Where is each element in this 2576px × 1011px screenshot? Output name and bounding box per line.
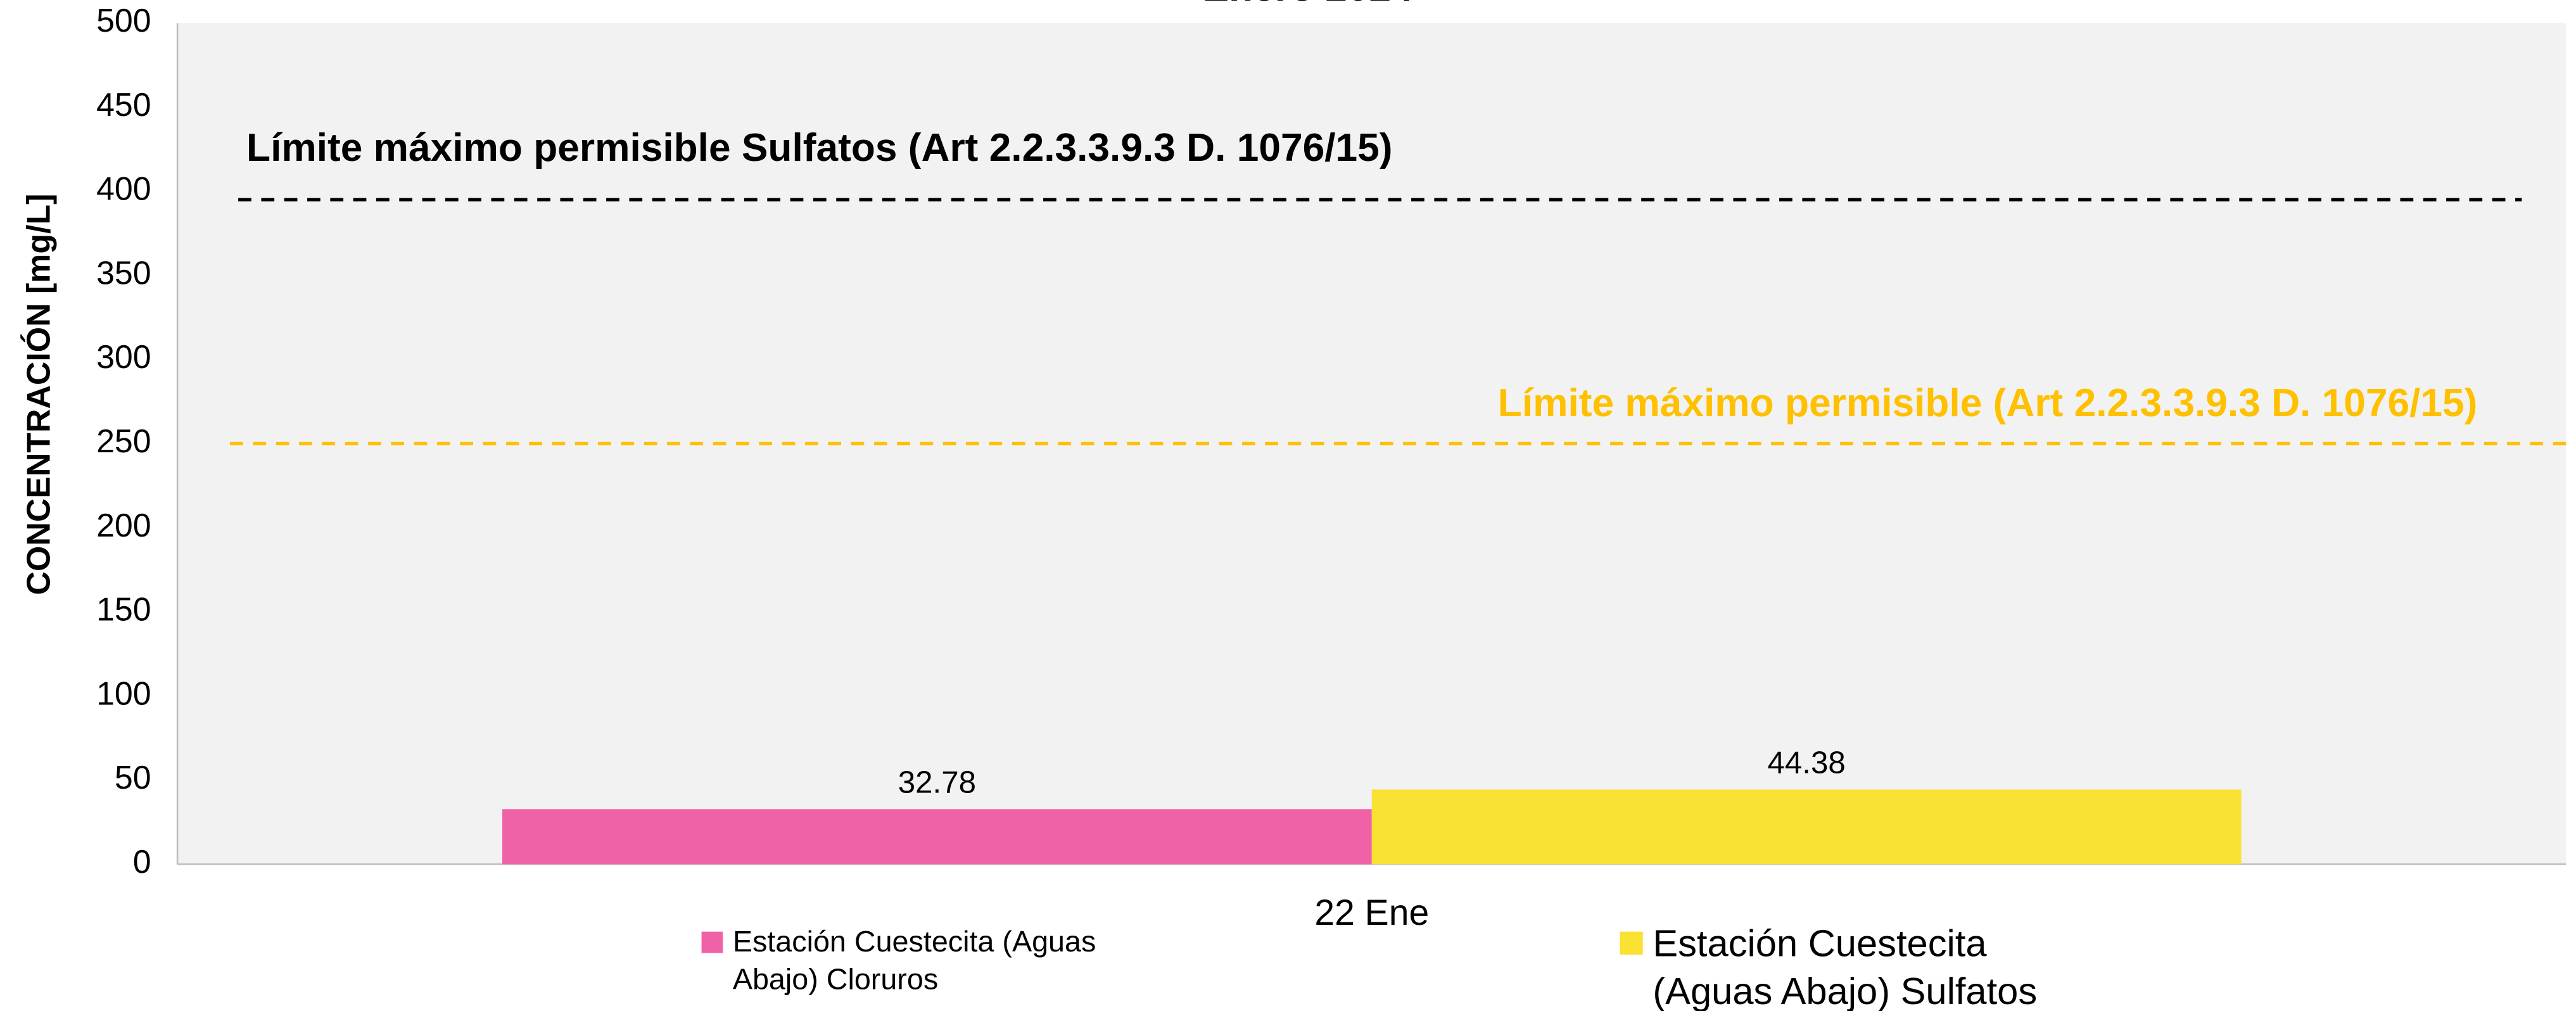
legend-swatch xyxy=(1620,932,1643,955)
y-tick-label: 200 xyxy=(96,507,151,544)
y-tick-label: 450 xyxy=(96,86,151,123)
legend-label: Estación Cuestecita (Aguas Abajo) Sulfat… xyxy=(1653,922,2038,1011)
data-label: 32.78 xyxy=(898,765,976,799)
reference-label: Límite máximo permisible Sulfatos (Art 2… xyxy=(246,126,1392,170)
legend-item: Estación Cuestecita (Aguas Abajo) Clorur… xyxy=(701,924,1129,998)
legend-swatch xyxy=(701,931,723,953)
y-tick-label: 100 xyxy=(96,675,151,711)
legend-entry: Estación Cuestecita (Aguas Abajo) Clorur… xyxy=(701,924,1129,998)
legend-label: Estación Cuestecita (Aguas Abajo) Clorur… xyxy=(732,925,1096,995)
x-tick-label: 22 Ene xyxy=(1314,893,1429,933)
legend-entry: Estación Cuestecita (Aguas Abajo) Sulfat… xyxy=(1620,920,2096,1011)
chart-title: Enero 2024 xyxy=(1203,0,1414,10)
y-tick-label: 0 xyxy=(133,843,151,880)
y-axis-label: CONCENTRACIÓN [mg/L] xyxy=(20,194,57,595)
y-tick-label: 500 xyxy=(96,2,151,39)
reference-label: Límite máximo permisible (Art 2.2.3.3.9.… xyxy=(1498,381,2478,425)
bar xyxy=(502,809,1372,865)
y-tick-label: 50 xyxy=(115,759,151,796)
y-tick-label: 400 xyxy=(96,170,151,207)
bar xyxy=(1371,789,2242,865)
y-tick-label: 300 xyxy=(96,338,151,375)
legend-item: Estación Cuestecita (Aguas Abajo) Sulfat… xyxy=(1620,920,2096,1011)
y-tick-label: 150 xyxy=(96,591,151,628)
y-tick-label: 350 xyxy=(96,254,151,291)
data-label: 44.38 xyxy=(1768,746,1846,780)
y-tick-label: 250 xyxy=(96,423,151,459)
